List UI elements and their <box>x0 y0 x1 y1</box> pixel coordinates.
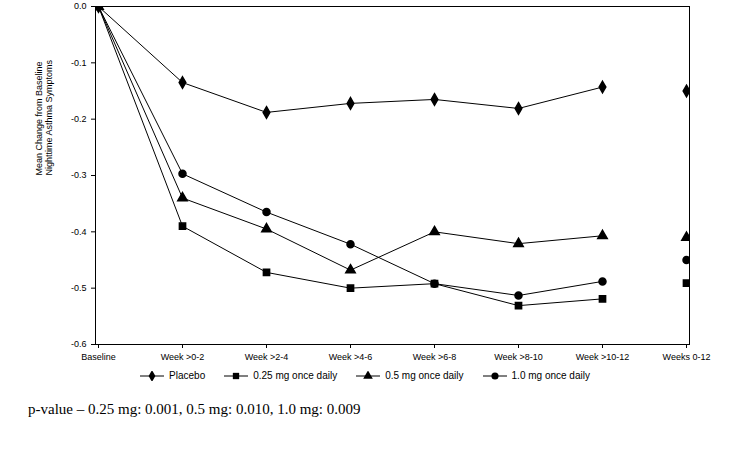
html-text:Placebo: Placebo <box>169 370 206 381</box>
svg-text:Week >0-2: Week >0-2 <box>161 352 205 362</box>
svg-text:Baseline: Baseline <box>81 352 116 362</box>
svg-text:-0.1: -0.1 <box>71 58 87 68</box>
svg-text:Week >8-10: Week >8-10 <box>494 352 543 362</box>
svg-text:-0.5: -0.5 <box>71 283 87 293</box>
svg-text:0.0: 0.0 <box>74 1 87 11</box>
svg-text:Week >6-8: Week >6-8 <box>413 352 457 362</box>
svg-text:Week >2-4: Week >2-4 <box>245 352 289 362</box>
svg-text:-0.3: -0.3 <box>71 170 87 180</box>
html-text:p-value – 0.25 mg: 0.001, 0.5: p-value – 0.25 mg: 0.001, 0.5 mg: 0.010,… <box>28 401 361 417</box>
html-text:1.0 mg once daily: 1.0 mg once daily <box>511 370 590 381</box>
svg-text:Weeks 0-12: Weeks 0-12 <box>663 352 711 362</box>
html-text:0.25 mg once daily: 0.25 mg once daily <box>253 370 338 381</box>
svg-text:Week >4-6: Week >4-6 <box>329 352 373 362</box>
svg-text:-0.2: -0.2 <box>71 114 87 124</box>
html-text:0.5 mg once daily: 0.5 mg once daily <box>385 370 464 381</box>
svg-text:Week >10-12: Week >10-12 <box>576 352 630 362</box>
svg-text:Mean Change from BaselineNight: Mean Change from BaselineNighttime Asthm… <box>34 59 54 175</box>
svg-text:-0.4: -0.4 <box>71 227 87 237</box>
svg-text:-0.6: -0.6 <box>71 339 87 349</box>
